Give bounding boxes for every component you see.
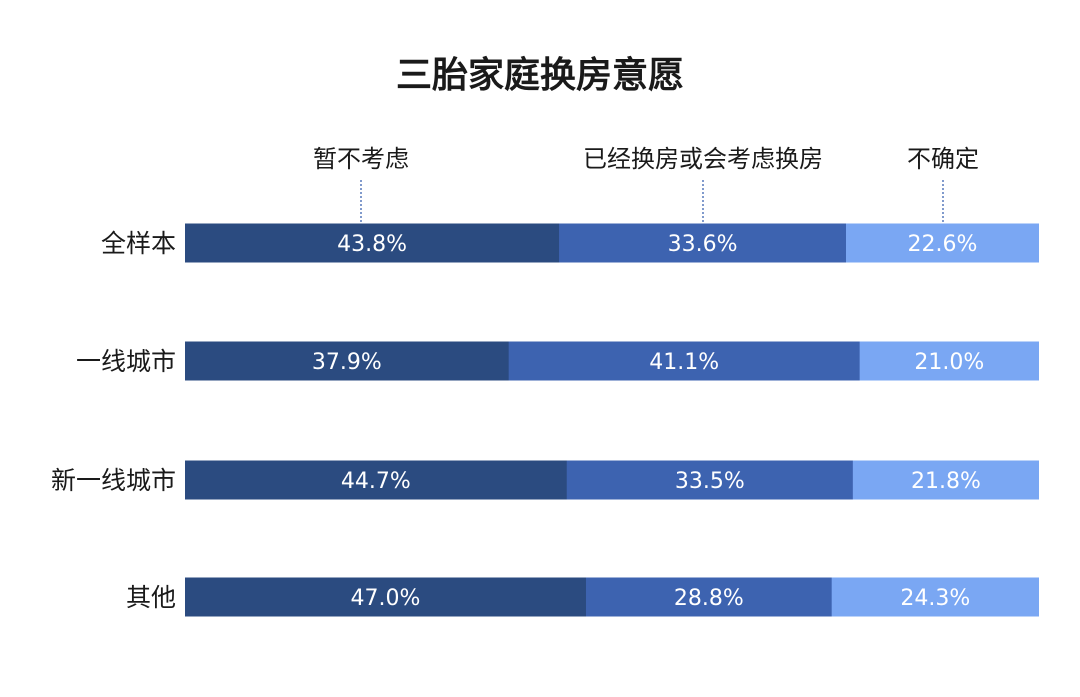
bar-value-label: 37.9% [312,350,382,375]
bar-value-label: 24.3% [900,586,970,611]
bar-segment [508,341,861,381]
legend-label: 不确定 [907,145,979,173]
bar-segment [566,460,854,500]
legend: 暂不考虑 已经换房或会考虑换房 不确定 [313,145,979,222]
bar-value-label: 43.8% [337,232,407,257]
bar-value-label: 21.0% [914,350,984,375]
category-label: 全样本 [101,229,176,258]
category-label: 其他 [126,583,176,612]
bar-value-label: 44.7% [341,469,411,494]
bar-segment [185,223,560,263]
bar-segment [845,223,1039,263]
stacked-bars: 43.8% 33.6% 22.6% 37.9% 41.1% 21.0% 44.7% 33.5%… [185,223,1039,617]
bar-value-label: 41.1% [649,350,719,375]
bar-segment [185,341,510,381]
legend-label: 已经换房或会考虑换房 [583,145,823,173]
bar-segment [185,577,587,617]
bar-value-label: 22.6% [908,232,978,257]
legend-label: 暂不考虑 [313,145,409,173]
bar-segment [859,341,1039,381]
bar-segment [559,223,847,263]
bar-segment [831,577,1039,617]
bar-segment [585,577,833,617]
bar-segment [185,460,568,500]
bar-segment [852,460,1039,500]
category-label: 新一线城市 [51,466,176,495]
bar-value-label: 21.8% [911,469,981,494]
bar-value-label: 33.6% [668,232,738,257]
bar-value-label: 47.0% [351,586,421,611]
bar-value-label: 33.5% [675,469,745,494]
bar-value-label: 28.8% [674,586,744,611]
category-label: 一线城市 [76,347,176,376]
chart-title: 三胎家庭换房意愿 [396,55,684,96]
